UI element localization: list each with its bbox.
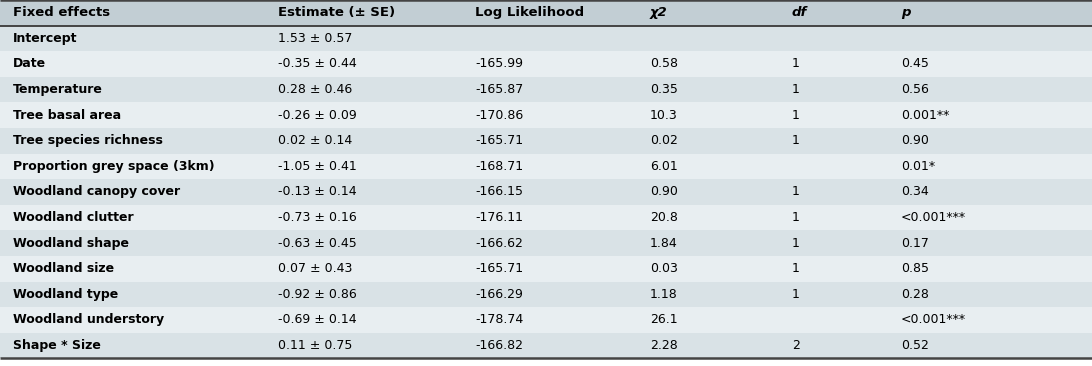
Text: Shape * Size: Shape * Size	[13, 339, 100, 352]
Text: -0.69 ± 0.14: -0.69 ± 0.14	[278, 313, 357, 326]
Text: <0.001***: <0.001***	[901, 211, 966, 224]
Text: -0.73 ± 0.16: -0.73 ± 0.16	[278, 211, 357, 224]
Text: -178.74: -178.74	[475, 313, 523, 326]
Text: df: df	[792, 6, 807, 19]
Text: Temperature: Temperature	[13, 83, 103, 96]
Bar	[0, 0, 1092, 26]
Text: 0.45: 0.45	[901, 57, 929, 71]
Bar	[0, 256, 1092, 281]
Text: 0.35: 0.35	[650, 83, 678, 96]
Text: 20.8: 20.8	[650, 211, 678, 224]
Text: <0.001***: <0.001***	[901, 313, 966, 326]
Text: Proportion grey space (3km): Proportion grey space (3km)	[13, 160, 215, 173]
Text: 0.34: 0.34	[901, 186, 928, 198]
Bar	[0, 333, 1092, 358]
Text: 1: 1	[792, 186, 799, 198]
Text: 0.90: 0.90	[901, 134, 929, 147]
Text: 0.28: 0.28	[901, 288, 929, 301]
Text: Estimate (± SE): Estimate (± SE)	[278, 6, 395, 19]
Text: -170.86: -170.86	[475, 109, 523, 122]
Text: Woodland type: Woodland type	[13, 288, 118, 301]
Text: -165.87: -165.87	[475, 83, 523, 96]
Text: 0.001**: 0.001**	[901, 109, 949, 122]
Text: Tree species richness: Tree species richness	[13, 134, 163, 147]
Text: 0.02 ± 0.14: 0.02 ± 0.14	[278, 134, 353, 147]
Text: Woodland canopy cover: Woodland canopy cover	[13, 186, 180, 198]
Text: 1: 1	[792, 237, 799, 250]
Text: 0.28 ± 0.46: 0.28 ± 0.46	[278, 83, 353, 96]
Text: 1: 1	[792, 109, 799, 122]
Text: 1: 1	[792, 211, 799, 224]
Text: -166.29: -166.29	[475, 288, 523, 301]
Text: 0.02: 0.02	[650, 134, 678, 147]
Text: -0.63 ± 0.45: -0.63 ± 0.45	[278, 237, 357, 250]
Text: 26.1: 26.1	[650, 313, 677, 326]
Text: -165.99: -165.99	[475, 57, 523, 71]
Text: -165.71: -165.71	[475, 134, 523, 147]
Text: 0.07 ± 0.43: 0.07 ± 0.43	[278, 262, 353, 275]
Text: 1.84: 1.84	[650, 237, 677, 250]
Bar	[0, 26, 1092, 51]
Text: -166.82: -166.82	[475, 339, 523, 352]
Text: 0.03: 0.03	[650, 262, 678, 275]
Text: 0.85: 0.85	[901, 262, 929, 275]
Bar	[0, 281, 1092, 307]
Text: -165.71: -165.71	[475, 262, 523, 275]
Text: Date: Date	[13, 57, 46, 71]
Text: 0.58: 0.58	[650, 57, 678, 71]
Text: -168.71: -168.71	[475, 160, 523, 173]
Bar	[0, 230, 1092, 256]
Text: 0.01*: 0.01*	[901, 160, 935, 173]
Text: 1: 1	[792, 83, 799, 96]
Text: Woodland shape: Woodland shape	[13, 237, 129, 250]
Text: Woodland clutter: Woodland clutter	[13, 211, 133, 224]
Bar	[0, 128, 1092, 154]
Text: 1: 1	[792, 134, 799, 147]
Text: 1: 1	[792, 262, 799, 275]
Text: Log Likelihood: Log Likelihood	[475, 6, 584, 19]
Text: p: p	[901, 6, 911, 19]
Text: 0.17: 0.17	[901, 237, 929, 250]
Text: 10.3: 10.3	[650, 109, 677, 122]
Bar	[0, 51, 1092, 77]
Text: 0.52: 0.52	[901, 339, 929, 352]
Text: 2.28: 2.28	[650, 339, 677, 352]
Text: -1.05 ± 0.41: -1.05 ± 0.41	[278, 160, 357, 173]
Text: -0.35 ± 0.44: -0.35 ± 0.44	[278, 57, 357, 71]
Text: -0.13 ± 0.14: -0.13 ± 0.14	[278, 186, 357, 198]
Text: 1: 1	[792, 288, 799, 301]
Text: Fixed effects: Fixed effects	[13, 6, 110, 19]
Text: 1: 1	[792, 57, 799, 71]
Text: 0.11 ± 0.75: 0.11 ± 0.75	[278, 339, 353, 352]
Bar	[0, 205, 1092, 230]
Text: 2: 2	[792, 339, 799, 352]
Text: χ2: χ2	[650, 6, 667, 19]
Bar	[0, 307, 1092, 333]
Text: 6.01: 6.01	[650, 160, 677, 173]
Text: -166.15: -166.15	[475, 186, 523, 198]
Bar	[0, 154, 1092, 179]
Text: -166.62: -166.62	[475, 237, 523, 250]
Text: 1.53 ± 0.57: 1.53 ± 0.57	[278, 32, 353, 45]
Bar	[0, 179, 1092, 205]
Text: Intercept: Intercept	[13, 32, 78, 45]
Bar	[0, 102, 1092, 128]
Text: -176.11: -176.11	[475, 211, 523, 224]
Text: -0.92 ± 0.86: -0.92 ± 0.86	[278, 288, 357, 301]
Text: 0.90: 0.90	[650, 186, 678, 198]
Text: Woodland size: Woodland size	[13, 262, 115, 275]
Text: Woodland understory: Woodland understory	[13, 313, 164, 326]
Text: Tree basal area: Tree basal area	[13, 109, 121, 122]
Text: 1.18: 1.18	[650, 288, 677, 301]
Bar	[0, 77, 1092, 102]
Text: 0.56: 0.56	[901, 83, 929, 96]
Text: -0.26 ± 0.09: -0.26 ± 0.09	[278, 109, 357, 122]
